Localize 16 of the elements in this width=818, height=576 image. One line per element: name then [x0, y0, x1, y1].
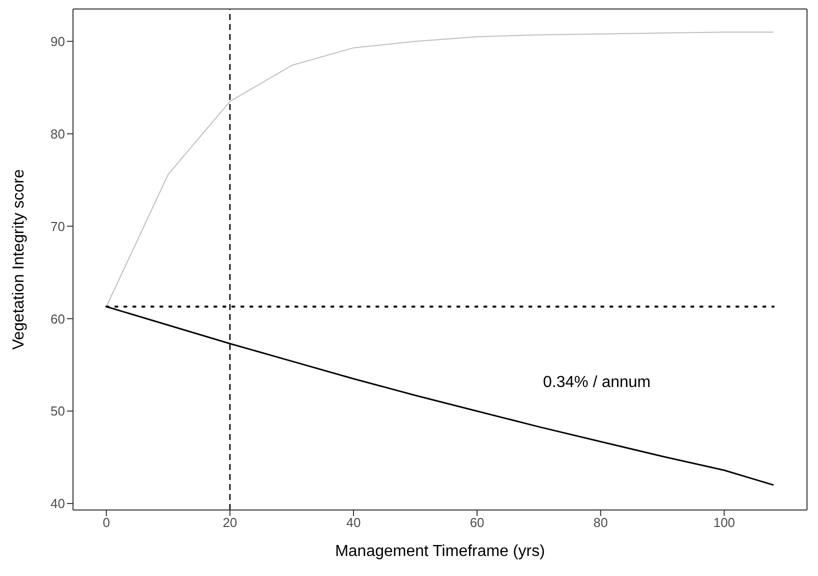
- y-tick-label: 50: [50, 404, 65, 419]
- y-tick-label: 70: [50, 218, 65, 234]
- line-series: [106, 32, 774, 308]
- x-tick-label: 0: [102, 515, 110, 530]
- x-tick-label: 40: [346, 515, 361, 530]
- y-tick-label: 90: [50, 34, 65, 49]
- x-axis-title: Management Timeframe (yrs): [335, 543, 545, 560]
- y-tick-label: 40: [50, 496, 65, 512]
- x-tick-label: 80: [593, 515, 608, 530]
- x-tick-label: 20: [222, 515, 238, 530]
- x-tick-label: 100: [713, 515, 736, 530]
- y-axis-title: Vegetation Integrity score: [10, 169, 28, 350]
- x-tick-label: 60: [470, 515, 484, 530]
- y-tick-label: 80: [50, 126, 65, 142]
- y-tick-label: 60: [50, 311, 65, 326]
- annotation: 0.34% / annum: [543, 374, 651, 392]
